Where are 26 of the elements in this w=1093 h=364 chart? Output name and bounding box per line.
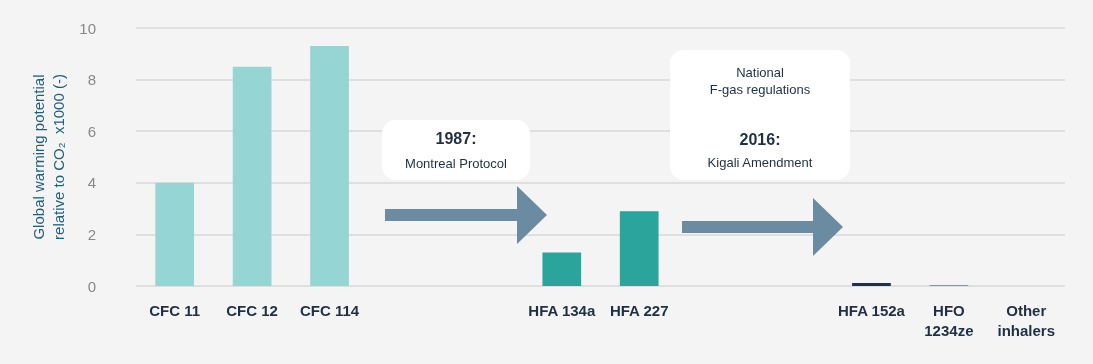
bar [155,182,195,286]
annotation: Montreal Protocol [405,155,508,171]
x-tick-label: CFC 12 [226,301,278,319]
y-tick-label: 4 [87,174,96,192]
y-tick-label: 10 [79,19,96,37]
y-axis-title: Global warming potential relative to CO₂ x1000 (-) [29,74,67,240]
x-tick-label: Other inhalers [997,301,1056,339]
annotation: 2016: [739,130,781,148]
y-tick-label: 0 [87,277,96,295]
x-tick-label: HFO 1234ze [924,301,974,339]
bar [232,66,272,286]
y-tick-label: 8 [87,71,96,89]
annotation: National F-gas regulations [709,65,811,97]
x-tick-label: HFA 152a [837,301,906,319]
x-tick-label: CFC 11 [149,301,201,319]
bar [852,282,891,286]
annotation: 1987: [435,129,477,147]
bar [310,46,349,286]
x-tick-label: CFC 114 [299,301,360,319]
x-tick-label: HFA 134a [528,301,596,319]
y-tick-label: 6 [87,122,96,140]
x-tick-label: HFA 227 [609,301,669,319]
bar [542,252,582,286]
bar [619,211,659,286]
y-tick-label: 2 [87,225,96,243]
annotation: Kigali Amendment [707,154,813,170]
